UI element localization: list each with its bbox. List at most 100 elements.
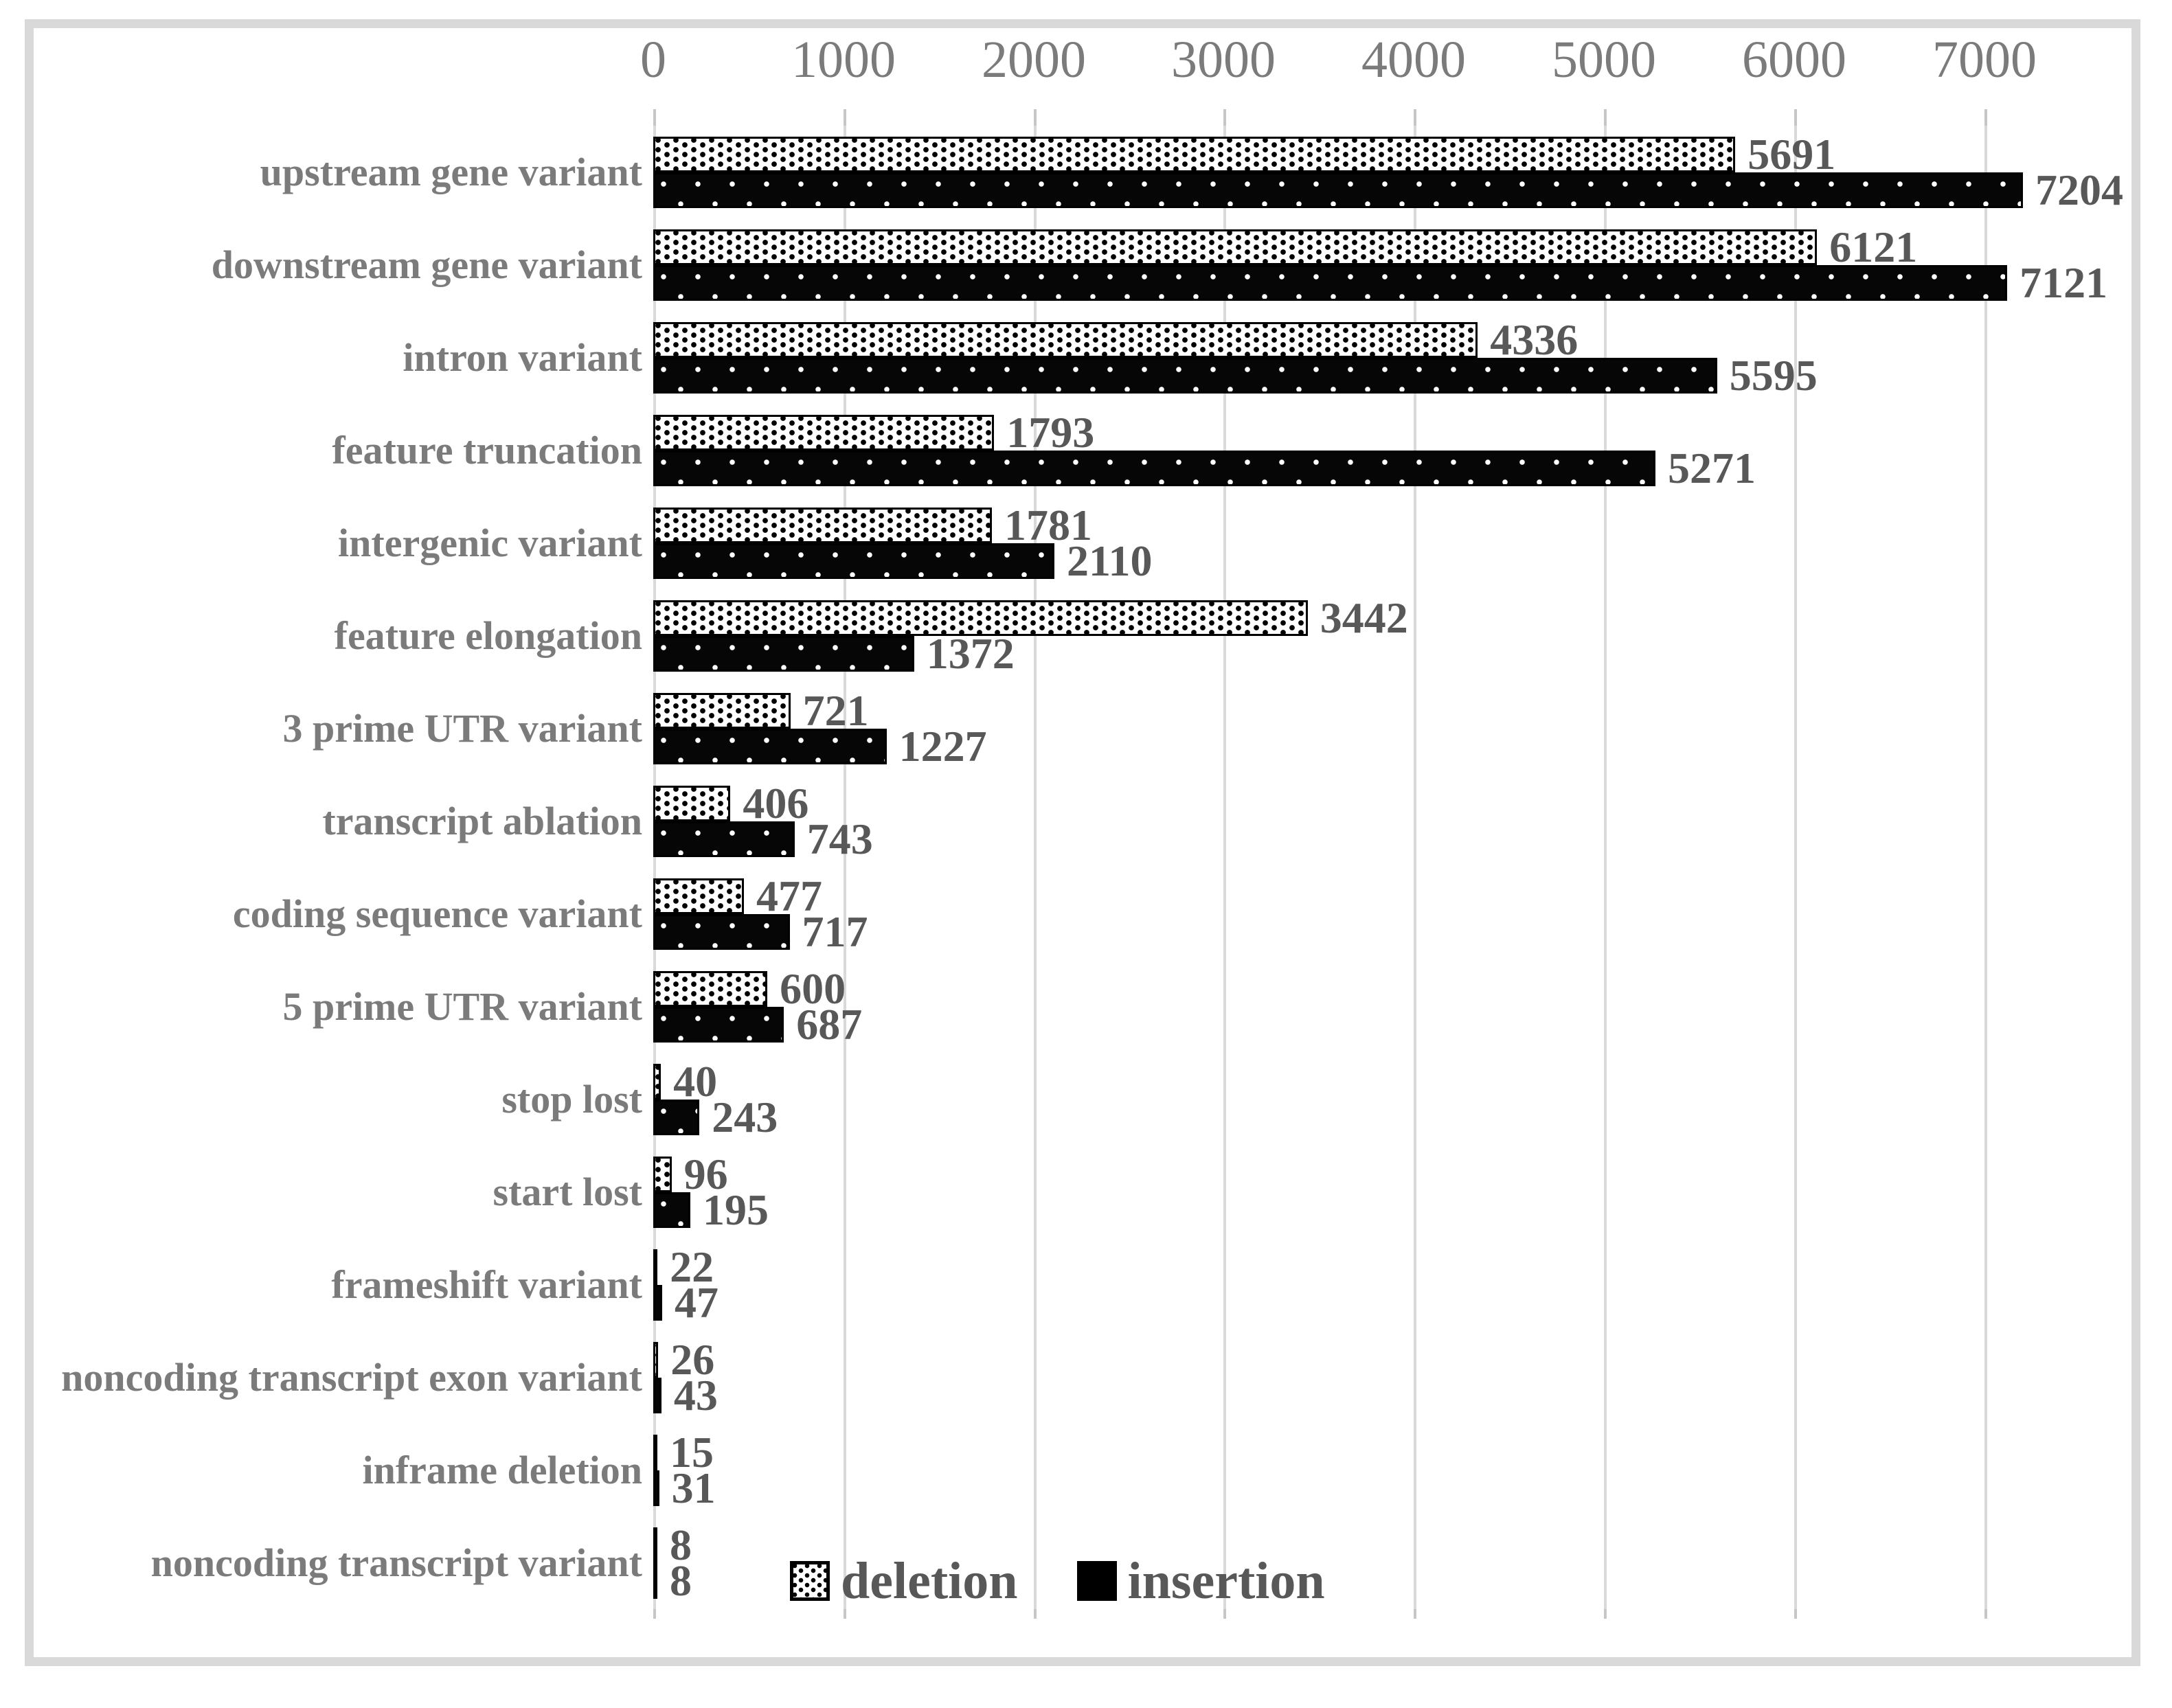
- insertion-barline: 1227: [653, 724, 2172, 768]
- bar-group: 4336 5595: [653, 311, 2172, 404]
- bar-group: 1793 5271: [653, 404, 2172, 497]
- deletion-barline: 6121: [653, 222, 2172, 271]
- category-label: transcript ablation: [322, 799, 642, 843]
- category-row: transcript ablation 406 743: [0, 775, 2172, 867]
- deletion-value-label: 4336: [1490, 315, 1579, 364]
- axis-tick: [1984, 1609, 1987, 1619]
- deletion-bar: [653, 1249, 658, 1285]
- axis-tick: [1034, 109, 1037, 126]
- deletion-bar: [653, 692, 791, 729]
- deletion-barline: 1793: [653, 410, 2172, 454]
- gridline-2000: [1034, 109, 1037, 1619]
- insertion-barline: 47: [653, 1277, 2172, 1327]
- bar-group: 96 195: [653, 1146, 2172, 1238]
- deletion-value-label: 477: [756, 871, 822, 920]
- bar-group: 721 1227: [653, 682, 2172, 775]
- insertion-barline: 243: [653, 1095, 2172, 1139]
- deletion-bar: [653, 785, 731, 821]
- insertion-value-label: 717: [802, 907, 868, 956]
- deletion-value-label: 15: [670, 1427, 714, 1477]
- x-axis-tick-label: 4000: [1361, 31, 1466, 89]
- category-label: 5 prime UTR variant: [282, 984, 642, 1029]
- deletion-swatch-icon: [790, 1561, 830, 1601]
- category-row: 5 prime UTR variant 600 687: [0, 960, 2172, 1053]
- deletion-barline: 96: [653, 1149, 2172, 1198]
- insertion-bar: [653, 1099, 700, 1135]
- axis-tick: [653, 109, 656, 126]
- gridline-0: [653, 109, 656, 1619]
- x-axis: 0 1000 2000 3000 4000 5000 6000 7000: [0, 0, 2172, 110]
- deletion-barline: 477: [653, 871, 2172, 920]
- category-row: frameshift variant 22 47: [0, 1238, 2172, 1331]
- insertion-bar: [653, 1284, 662, 1321]
- gridline-6000: [1794, 109, 1797, 1619]
- axis-tick: [1414, 109, 1416, 126]
- category-row: feature elongation 3442 1372: [0, 589, 2172, 682]
- insertion-swatch-icon: [1076, 1561, 1117, 1601]
- insertion-value-label: 47: [675, 1277, 719, 1327]
- category-row: coding sequence variant 477 717: [0, 867, 2172, 960]
- deletion-value-label: 22: [670, 1242, 714, 1291]
- insertion-barline: 31: [653, 1463, 2172, 1512]
- axis-tick: [1604, 109, 1607, 126]
- insertion-bar: [653, 913, 790, 950]
- gridline-3000: [1223, 109, 1226, 1619]
- insertion-barline: 687: [653, 1002, 2172, 1046]
- deletion-bar: [653, 321, 1478, 358]
- deletion-bar: [653, 878, 744, 914]
- insertion-bar: [653, 450, 1655, 486]
- legend-label-deletion: deletion: [841, 1551, 1018, 1610]
- deletion-barline: 1781: [653, 503, 2172, 547]
- deletion-value-label: 96: [683, 1149, 728, 1198]
- insertion-value-label: 7204: [2035, 165, 2123, 214]
- deletion-value-label: 40: [673, 1056, 718, 1106]
- deletion-bar: [653, 1434, 657, 1470]
- insertion-value-label: 31: [671, 1463, 716, 1512]
- deletion-value-label: 26: [670, 1334, 715, 1384]
- insertion-barline: 2110: [653, 536, 2172, 585]
- axis-tick: [1414, 1609, 1416, 1619]
- bar-group: 8 8: [653, 1516, 2172, 1609]
- x-axis-tick-label: 6000: [1742, 31, 1846, 89]
- plot-grid-layer: [653, 109, 2136, 1619]
- deletion-barline: 8: [653, 1523, 2172, 1567]
- category-label: feature elongation: [334, 613, 642, 658]
- category-row: upstream gene variant 5691 7204: [0, 126, 2172, 218]
- x-axis-tick-label: 7000: [1932, 31, 2037, 89]
- category-label: intron variant: [403, 335, 642, 380]
- deletion-barline: 3442: [653, 595, 2172, 639]
- deletion-barline: 22: [653, 1242, 2172, 1291]
- deletion-bar: [653, 1341, 659, 1378]
- deletion-barline: 40: [653, 1056, 2172, 1106]
- deletion-barline: 26: [653, 1334, 2172, 1384]
- deletion-bar: [653, 1063, 661, 1100]
- insertion-value-label: 5271: [1668, 443, 1756, 492]
- axis-tick: [1984, 109, 1987, 126]
- deletion-value-label: 6121: [1829, 222, 1918, 271]
- bar-group: 3442 1372: [653, 589, 2172, 682]
- axis-tick: [844, 1609, 846, 1619]
- insertion-bar: [653, 728, 887, 764]
- bar-group: 5691 7204: [653, 126, 2172, 218]
- deletion-barline: 600: [653, 966, 2172, 1010]
- insertion-bar: [653, 1006, 784, 1043]
- insertion-bar: [653, 821, 795, 857]
- insertion-barline: 195: [653, 1187, 2172, 1231]
- deletion-barline: 15: [653, 1427, 2172, 1477]
- category-label: noncoding transcript exon variant: [61, 1355, 642, 1400]
- deletion-barline: 5691: [653, 132, 2172, 176]
- insertion-bar: [653, 1192, 690, 1228]
- category-label: noncoding transcript variant: [150, 1540, 642, 1585]
- bar-group: 406 743: [653, 775, 2172, 867]
- bar-group: 26 43: [653, 1331, 2172, 1424]
- category-row: 3 prime UTR variant 721 1227: [0, 682, 2172, 775]
- insertion-bar: [653, 172, 2023, 208]
- bar-group: 600 687: [653, 960, 2172, 1053]
- insertion-barline: 43: [653, 1373, 2172, 1417]
- x-axis-tick-label: 2000: [982, 31, 1086, 89]
- insertion-value-label: 2110: [1067, 536, 1153, 585]
- gridline-5000: [1604, 109, 1607, 1619]
- bar-group: 6121 7121: [653, 218, 2172, 311]
- deletion-bar: [653, 600, 1308, 636]
- deletion-value-label: 721: [802, 685, 869, 735]
